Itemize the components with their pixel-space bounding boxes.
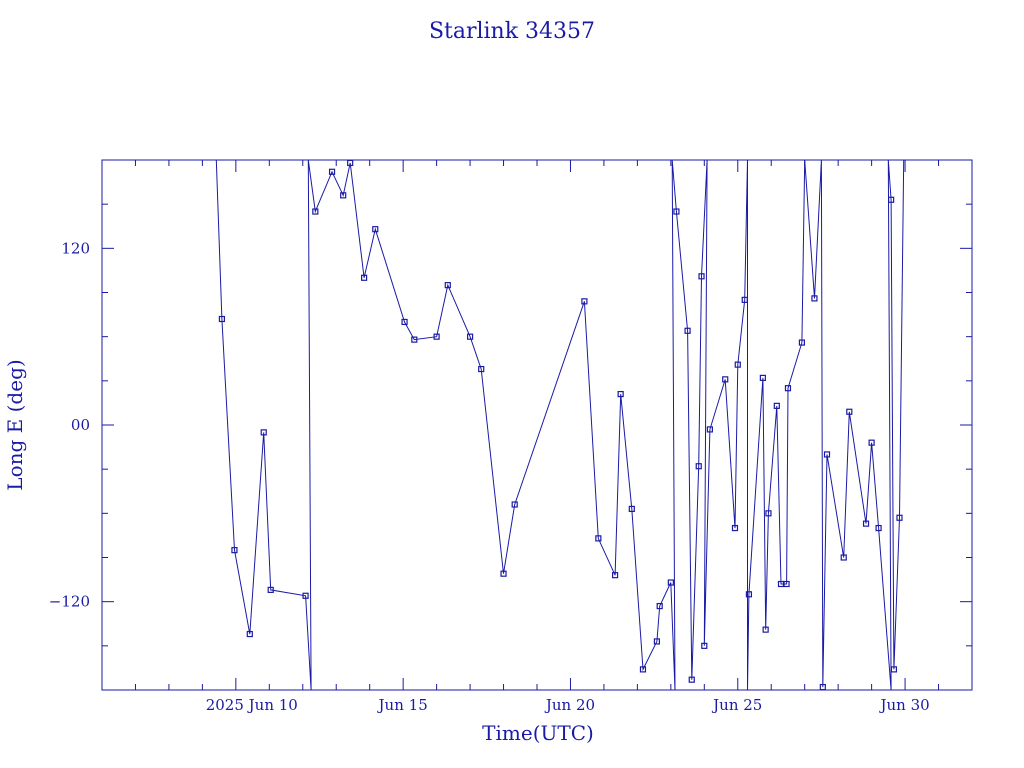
data-point: [875, 524, 882, 532]
data-point: [823, 451, 831, 458]
data-point: [372, 226, 379, 233]
data-point: [340, 192, 347, 199]
data-point: [896, 514, 903, 521]
data-point: [819, 683, 826, 691]
x-tick-label: Jun 30: [878, 696, 929, 714]
y-tick-label: 00: [71, 416, 90, 434]
data-point: [581, 298, 588, 305]
data-point: [347, 159, 354, 167]
x-tick-label: Jun 20: [544, 696, 595, 714]
x-axis-label: Time(UTC): [482, 721, 594, 745]
data-point: [765, 510, 772, 517]
data-point: [784, 385, 792, 392]
x-axis: 2025 Jun 10 Jun 15 Jun 20 Jun 25 Jun 30: [134, 160, 940, 714]
data-point: [361, 274, 368, 281]
data-point: [798, 339, 806, 346]
data-point: [611, 572, 619, 579]
data-point: [846, 408, 853, 415]
data-point: [328, 168, 336, 175]
y-tick-label: −120: [49, 593, 90, 611]
series-line: [215, 160, 905, 690]
y-axis: −120 00 120: [49, 203, 972, 647]
plot-frame: [101, 159, 973, 691]
data-point: [773, 402, 780, 409]
data-point: [401, 318, 408, 326]
y-tick-label: 120: [61, 239, 90, 257]
data-point: [478, 365, 485, 373]
x-tick-label: 2025 Jun 10: [206, 696, 298, 714]
data-point: [433, 333, 440, 340]
data-point: [684, 327, 691, 334]
data-point: [312, 208, 319, 215]
data-point: [706, 426, 713, 433]
data-point: [444, 282, 451, 289]
data-point: [734, 361, 741, 368]
data-point: [862, 520, 870, 527]
data-point: [653, 638, 661, 645]
data-point: [511, 501, 518, 508]
data-point: [695, 463, 702, 470]
data-point: [698, 273, 705, 280]
data-point: [246, 630, 253, 638]
data-point: [260, 429, 267, 436]
data-point: [639, 666, 647, 673]
data-point: [267, 586, 274, 593]
data-point: [466, 333, 474, 340]
data-point: [745, 591, 753, 598]
data-point: [811, 295, 818, 302]
data-point: [688, 676, 695, 683]
data-point: [762, 626, 769, 633]
data-point: [656, 602, 663, 610]
x-tick-label: Jun 15: [377, 696, 428, 714]
data-point: [231, 547, 238, 554]
data-point: [411, 336, 418, 343]
data-point: [302, 592, 309, 599]
data-point: [890, 666, 898, 673]
data-point: [628, 505, 635, 513]
data-point: [595, 535, 602, 542]
series-layer: [215, 159, 905, 691]
data-point: [701, 642, 708, 649]
data-point: [741, 296, 748, 303]
data-point: [500, 570, 507, 577]
data-point: [783, 580, 790, 588]
data-point: [667, 579, 674, 586]
data-point: [722, 376, 729, 383]
chart-title: Starlink 34357: [429, 19, 595, 44]
data-point: [218, 315, 226, 323]
x-tick-label: Jun 25: [711, 696, 762, 714]
data-point: [731, 524, 739, 532]
data-point: [840, 554, 847, 561]
data-point: [759, 374, 766, 381]
data-point: [617, 390, 624, 398]
data-point: [888, 196, 895, 203]
data-point: [673, 208, 680, 215]
y-axis-label: Long E (deg): [3, 359, 27, 490]
data-point: [868, 439, 875, 446]
